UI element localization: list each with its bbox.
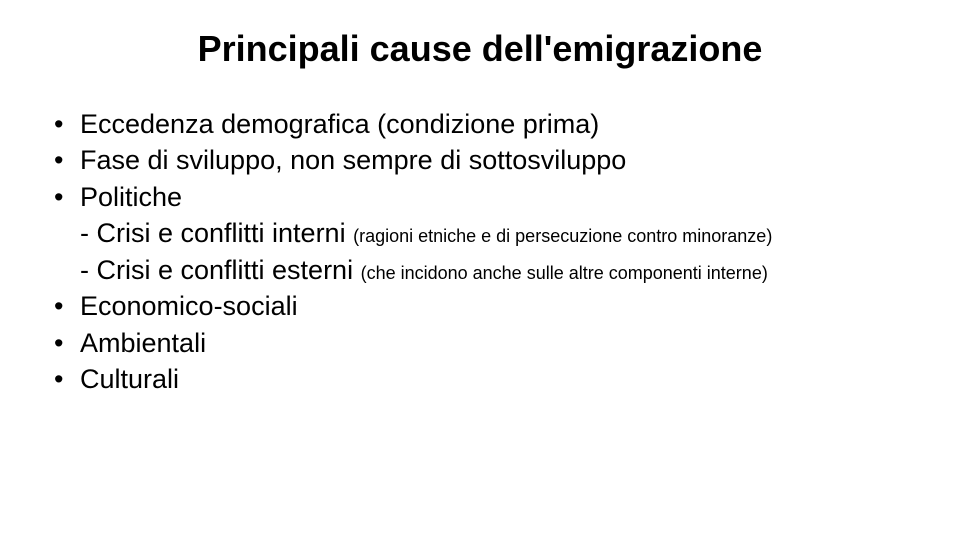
list-item: Politiche bbox=[48, 179, 912, 215]
sub-note: (che incidono anche sulle altre componen… bbox=[361, 263, 768, 283]
sub-text: - Crisi e conflitti interni bbox=[80, 218, 353, 248]
sub-item: - Crisi e conflitti esterni (che incidon… bbox=[48, 252, 912, 288]
list-item: Culturali bbox=[48, 361, 912, 397]
bullet-text: Eccedenza demografica (condizione prima) bbox=[80, 109, 599, 139]
bullet-text: Politiche bbox=[80, 182, 182, 212]
list-item: Fase di sviluppo, non sempre di sottosvi… bbox=[48, 142, 912, 178]
bullet-text: Economico-sociali bbox=[80, 291, 298, 321]
bullet-list: Eccedenza demografica (condizione prima)… bbox=[48, 106, 912, 398]
list-item: Ambientali bbox=[48, 325, 912, 361]
bullet-text: Ambientali bbox=[80, 328, 206, 358]
slide-title: Principali cause dell'emigrazione bbox=[0, 28, 960, 70]
bullet-text: Culturali bbox=[80, 364, 179, 394]
sub-note: (ragioni etniche e di persecuzione contr… bbox=[353, 226, 772, 246]
list-item: Economico-sociali bbox=[48, 288, 912, 324]
slide-content: Eccedenza demografica (condizione prima)… bbox=[0, 106, 960, 398]
list-item: Eccedenza demografica (condizione prima) bbox=[48, 106, 912, 142]
bullet-text: Fase di sviluppo, non sempre di sottosvi… bbox=[80, 145, 626, 175]
sub-text: - Crisi e conflitti esterni bbox=[80, 255, 361, 285]
sub-item: - Crisi e conflitti interni (ragioni etn… bbox=[48, 215, 912, 251]
